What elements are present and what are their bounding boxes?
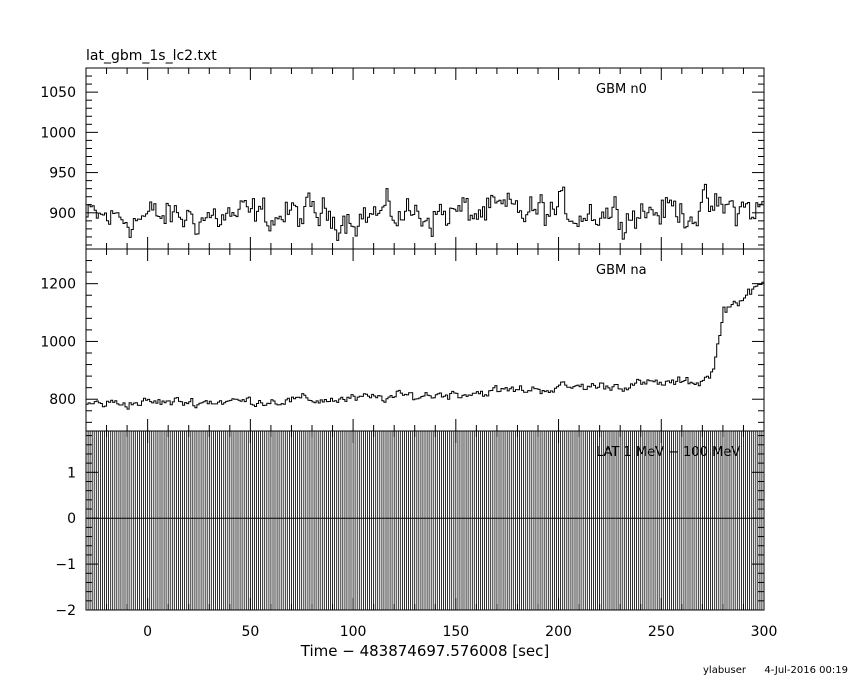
panel-gbm-n0: 900 950 1000 1050 GBM n0 [40,67,765,250]
x-axis: 0 50 100 150 200 250 300 [143,624,777,640]
y-tick-label: 1000 [40,125,76,141]
x-tick-label: 150 [442,624,469,640]
panel-label: GBM na [596,263,647,278]
series-0 [86,183,764,241]
y-tick-label: −2 [55,603,76,619]
y-tick-label: 900 [49,206,76,222]
x-axis-label: Time − 483874697.576008 [sec] [300,642,550,660]
series-line-0 [86,183,764,241]
y-tick-label: −1 [55,557,76,573]
y-tick-label: 800 [49,392,76,408]
panel-label: LAT 1 MeV − 100 MeV [596,445,740,460]
x-tick-label: 250 [648,624,675,640]
panel-frame-2 [85,430,765,611]
footer-user: ylabuser [703,665,747,676]
y-tick-label: 0 [67,511,76,527]
y-tick-label: 1200 [40,277,76,293]
panel-label: GBM n0 [596,82,647,97]
figure-title: lat_gbm_1s_lc2.txt [86,48,217,64]
series-2 [86,431,764,610]
x-tick-label: 300 [751,624,778,640]
panel-gbm-na: 800 1000 1200 GBM na [40,248,765,432]
y-tick-label: 1050 [40,85,76,101]
series-1 [86,280,764,410]
series-spikes-2 [86,431,764,610]
y-tick-label: 950 [49,166,76,182]
x-tick-label: 200 [545,624,572,640]
panel-lat: −2 −1 0 1 LAT 1 MeV − 100 MeV [55,430,765,619]
x-tick-label: 100 [340,624,367,640]
footer-date: 4-Jul-2016 00:19 [764,665,848,676]
y-tick-label: 1 [67,465,76,481]
y-tick-label: 1000 [40,334,76,350]
x-tick-label: 0 [143,624,152,640]
series-line-1 [86,280,764,410]
x-tick-label: 50 [241,624,259,640]
